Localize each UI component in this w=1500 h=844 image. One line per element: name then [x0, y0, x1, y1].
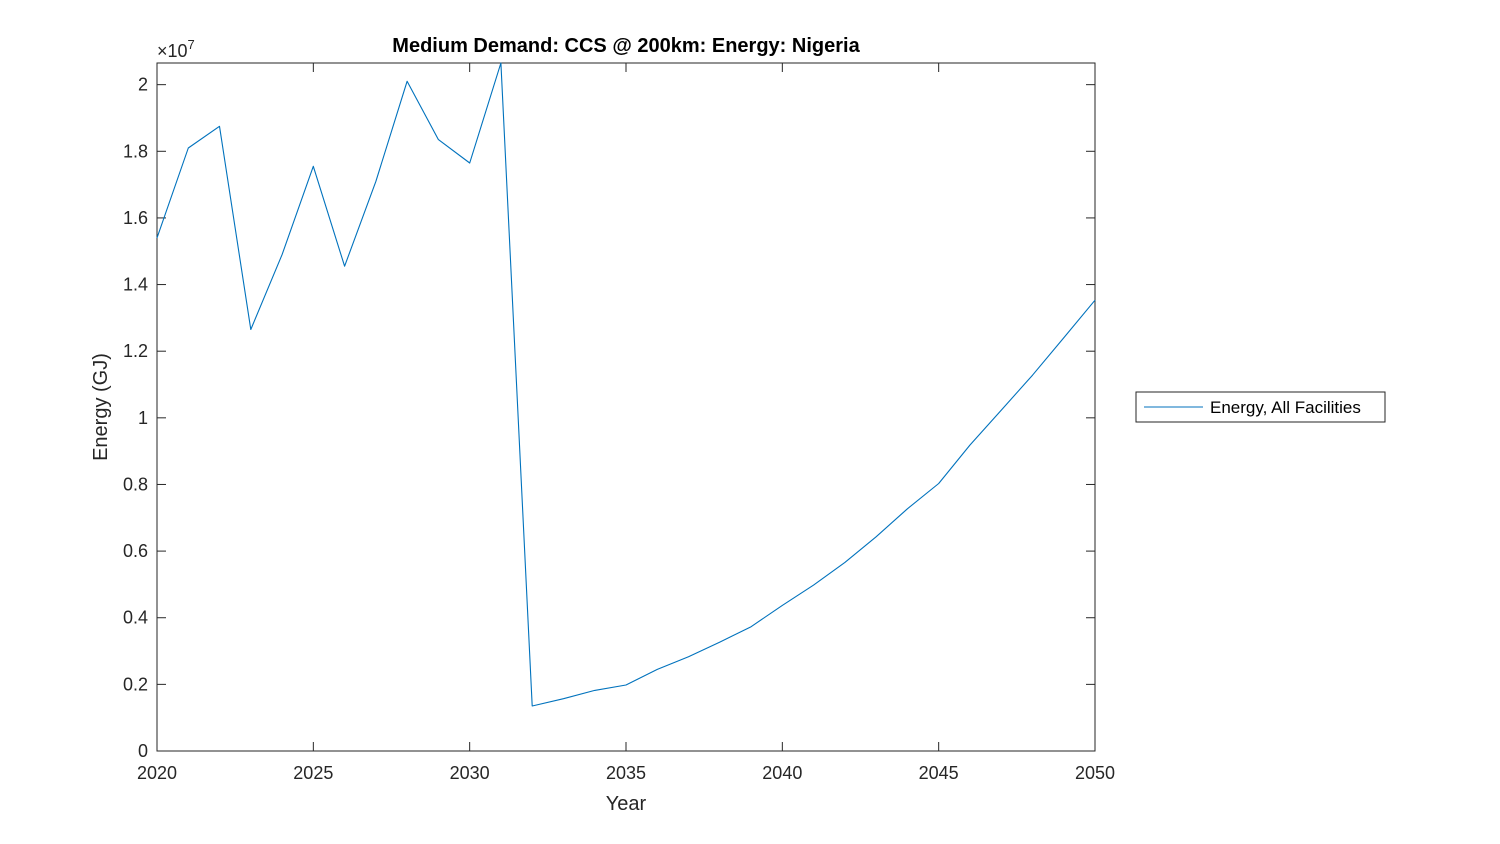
y-tick-label: 1.2 [123, 341, 148, 361]
plot-area [156, 62, 1096, 752]
y-axis-label: Energy (GJ) [90, 353, 112, 461]
legend-entry-label: Energy, All Facilities [1210, 398, 1361, 417]
y-tick-label: 1.6 [123, 208, 148, 228]
x-tick-label: 2020 [137, 763, 177, 783]
y-exponent-base: ×10 [157, 41, 188, 61]
x-tick-label: 2040 [762, 763, 802, 783]
y-tick-label: 0.8 [123, 474, 148, 494]
x-tick-label: 2025 [293, 763, 333, 783]
y-tick-label: 2 [138, 75, 148, 95]
series-line [156, 62, 1096, 707]
y-tick-label: 1 [138, 408, 148, 428]
chart-title: Medium Demand: CCS @ 200km: Energy: Nige… [392, 35, 860, 57]
y-tick-label: 1.8 [123, 141, 148, 161]
y-axis-ticks: 0 0.2 0.4 0.6 0.8 1 1.2 1.4 1.6 1.8 2 [123, 75, 1095, 761]
x-tick-label: 2050 [1075, 763, 1115, 783]
x-tick-label: 2045 [919, 763, 959, 783]
x-tick-label: 2030 [450, 763, 490, 783]
y-tick-label: 0 [138, 741, 148, 761]
y-tick-label: 0.6 [123, 541, 148, 561]
legend: Energy, All Facilities [1135, 391, 1386, 423]
series-group [156, 62, 1096, 707]
x-tick-label: 2035 [606, 763, 646, 783]
y-tick-label: 1.4 [123, 275, 148, 295]
x-axis-label: Year [606, 793, 647, 815]
y-exponent-label: ×107 [157, 37, 195, 61]
y-tick-label: 0.2 [123, 674, 148, 694]
x-axis-ticks: 2020 2025 2030 2035 2040 2045 2050 [137, 63, 1115, 783]
y-exponent-power: 7 [188, 37, 195, 52]
y-tick-label: 0.4 [123, 608, 148, 628]
